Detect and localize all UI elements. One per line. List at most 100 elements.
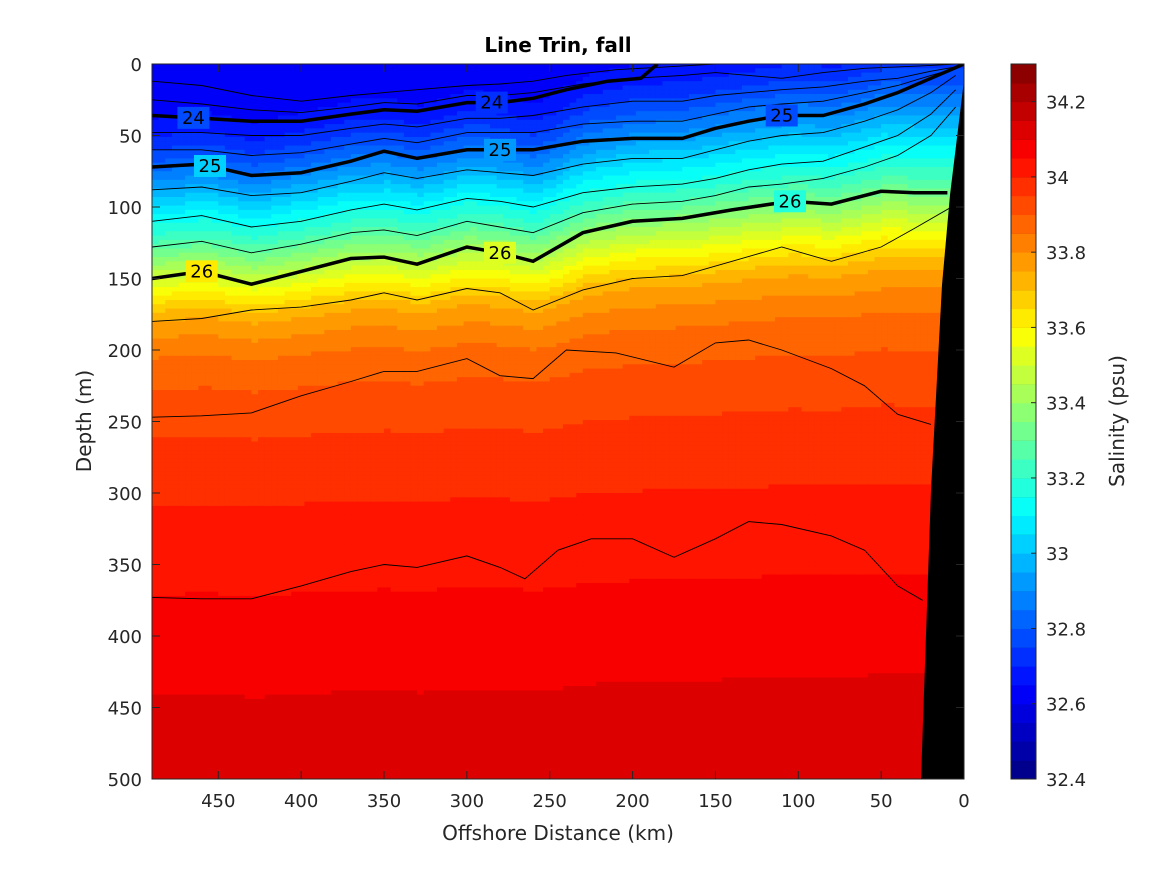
salinity-cell [165, 411, 172, 416]
salinity-cell [232, 617, 239, 622]
salinity-cell [285, 321, 292, 326]
salinity-cell [152, 326, 159, 331]
salinity-cell [251, 381, 258, 386]
salinity-cell [185, 750, 192, 755]
salinity-cell [331, 553, 338, 558]
salinity-cell [165, 566, 172, 571]
salinity-cell [185, 626, 192, 631]
salinity-cell [159, 669, 166, 674]
salinity-cell [331, 514, 338, 519]
salinity-cell [251, 111, 258, 116]
salinity-cell [344, 150, 351, 155]
salinity-cell [311, 330, 318, 335]
salinity-cell [265, 394, 272, 399]
salinity-cell [218, 600, 225, 605]
salinity-cell [225, 527, 232, 532]
salinity-cell [324, 334, 331, 339]
salinity-cell [298, 103, 305, 108]
salinity-cell [165, 343, 172, 348]
salinity-cell [285, 124, 292, 129]
salinity-cell [344, 137, 351, 142]
salinity-cell [152, 630, 159, 635]
salinity-cell [192, 759, 199, 764]
salinity-cell [198, 742, 205, 747]
salinity-cell [291, 613, 298, 618]
salinity-cell [225, 270, 232, 275]
salinity-cell [165, 77, 172, 82]
salinity-cell [338, 755, 345, 760]
salinity-cell [212, 755, 219, 760]
salinity-cell [232, 394, 239, 399]
salinity-cell [278, 334, 285, 339]
salinity-cell [271, 514, 278, 519]
salinity-cell [198, 403, 205, 408]
salinity-cell [218, 411, 225, 416]
salinity-cell [304, 506, 311, 511]
salinity-cell [238, 73, 245, 78]
salinity-cell [278, 708, 285, 713]
salinity-cell [318, 287, 325, 292]
salinity-cell [285, 407, 292, 412]
salinity-cell [278, 364, 285, 369]
salinity-cell [291, 617, 298, 622]
salinity-cell [165, 720, 172, 725]
salinity-cell [258, 502, 265, 507]
salinity-cell [311, 738, 318, 743]
salinity-cell [198, 446, 205, 451]
salinity-cell [258, 729, 265, 734]
salinity-cell [338, 544, 345, 549]
salinity-cell [172, 394, 179, 399]
salinity-cell [218, 656, 225, 661]
salinity-cell [291, 682, 298, 687]
salinity-cell [338, 519, 345, 524]
salinity-cell [152, 403, 159, 408]
salinity-cell [251, 351, 258, 356]
salinity-cell [172, 703, 179, 708]
salinity-cell [225, 652, 232, 657]
salinity-cell [251, 553, 258, 558]
salinity-cell [218, 759, 225, 764]
salinity-cell [251, 373, 258, 378]
salinity-cell [232, 386, 239, 391]
salinity-cell [318, 459, 325, 464]
salinity-cell [338, 562, 345, 567]
salinity-cell [245, 330, 252, 335]
salinity-cell [179, 150, 186, 155]
salinity-cell [265, 218, 272, 223]
salinity-cell [304, 420, 311, 425]
salinity-cell [311, 296, 318, 301]
salinity-cell [344, 553, 351, 558]
salinity-cell [311, 583, 318, 588]
salinity-cell [165, 180, 172, 185]
salinity-cell [192, 334, 199, 339]
salinity-cell [212, 544, 219, 549]
salinity-cell [278, 351, 285, 356]
salinity-cell [225, 497, 232, 502]
salinity-cell [291, 146, 298, 151]
salinity-cell [185, 480, 192, 485]
salinity-cell [251, 660, 258, 665]
salinity-cell [172, 677, 179, 682]
salinity-cell [311, 450, 318, 455]
salinity-cell [298, 540, 305, 545]
salinity-cell [198, 708, 205, 713]
salinity-cell [265, 660, 272, 665]
salinity-cell [271, 733, 278, 738]
salinity-cell [298, 236, 305, 241]
salinity-cell [238, 699, 245, 704]
salinity-cell [278, 519, 285, 524]
salinity-cell [165, 540, 172, 545]
salinity-cell [245, 463, 252, 468]
salinity-cell [318, 437, 325, 442]
salinity-cell [165, 527, 172, 532]
salinity-cell [285, 716, 292, 721]
salinity-cell [192, 377, 199, 382]
salinity-cell [185, 562, 192, 567]
salinity-cell [265, 540, 272, 545]
salinity-cell [291, 630, 298, 635]
salinity-cell [311, 609, 318, 614]
salinity-cell [318, 665, 325, 670]
salinity-cell [198, 686, 205, 691]
salinity-cell [285, 167, 292, 172]
salinity-cell [238, 407, 245, 412]
